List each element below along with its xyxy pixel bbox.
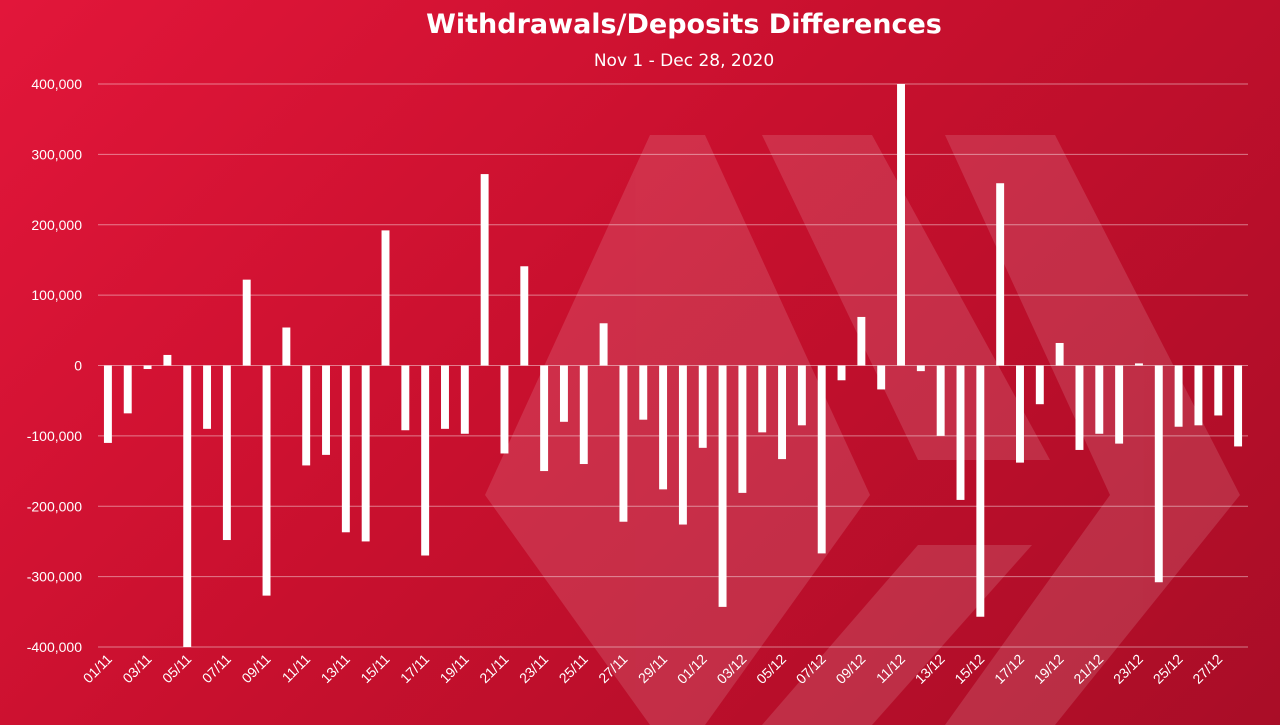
x-tick-label: 09/11 [238,651,274,687]
bar-26-11 [599,323,608,366]
x-tick-label: 21/11 [476,651,512,687]
x-tick-label: 05/12 [753,651,789,687]
bar-04-11 [163,354,172,366]
x-tick-label: 19/11 [437,651,473,687]
gridlines [98,83,1248,648]
bar-14-11 [361,365,370,542]
bar-24-12 [1154,365,1163,583]
bar-01-11 [103,365,112,443]
x-tick-label: 23/11 [516,651,552,687]
bar-11-12 [897,84,905,366]
bar-08-12 [837,365,846,381]
bar-25-11 [579,365,588,465]
x-tick-label: 11/11 [279,651,314,686]
bar-20-12 [1075,365,1084,450]
bar-02-11 [123,365,132,414]
bar-19-11 [460,365,469,434]
bar-07-11 [222,365,231,541]
bar-03-12 [738,365,747,493]
bar-24-11 [559,365,568,422]
y-tick-label: -100,000 [27,428,82,444]
bar-15-11 [381,230,390,366]
x-tick-label: 25/12 [1150,651,1186,687]
bar-23-11 [540,365,549,472]
bar-03-11 [143,365,152,370]
bar-25-12 [1174,365,1183,427]
bar-08-11 [242,279,251,366]
chart-subtitle: Nov 1 - Dec 28, 2020 [594,51,774,71]
bar-14-12 [956,365,965,500]
bars [103,84,1243,647]
watermark-logo [485,135,1240,725]
x-tick-label: 05/11 [159,651,195,687]
bar-27-11 [619,365,628,522]
bar-16-12 [996,183,1005,366]
bar-13-11 [341,365,350,533]
bar-28-11 [639,365,648,420]
bar-06-12 [797,365,806,426]
bar-04-12 [758,365,767,433]
bar-16-11 [401,365,410,431]
y-axis: 400,000 300,000 200,000 100,000 0 -100,000 -20… [27,76,82,655]
y-tick-label: -300,000 [27,569,82,585]
bar-09-12 [857,316,866,366]
bar-26-12 [1194,365,1203,426]
bar-06-11 [203,365,212,429]
y-tick-label: -200,000 [27,498,82,514]
x-tick-label: 15/11 [357,651,393,687]
bar-05-11 [183,365,192,647]
bar-22-11 [520,266,529,366]
bar-18-12 [1035,365,1044,405]
bar-27-12 [1214,365,1223,416]
bar-10-12 [877,365,886,390]
chart-title: Withdrawals/Deposits Differences [426,9,942,40]
x-tick-label: 25/11 [556,651,592,687]
bar-07-12 [817,365,826,554]
x-tick-label: 03/11 [119,651,155,687]
bar-23-12 [1134,363,1143,366]
bar-12-12 [916,365,925,372]
bar-28-12 [1234,365,1243,447]
y-tick-label: 0 [74,358,82,374]
bar-22-12 [1115,365,1124,444]
bar-10-11 [282,327,291,366]
y-tick-label: -400,000 [27,639,82,655]
x-tick-label: 23/12 [1110,651,1146,687]
x-tick-label: 27/12 [1189,651,1225,687]
bar-21-11 [500,365,509,454]
bar-20-11 [480,174,489,366]
bar-18-11 [441,365,449,429]
bar-01-12 [698,365,707,448]
bar-17-11 [421,365,430,556]
y-tick-label: 100,000 [31,287,82,303]
bar-19-12 [1055,342,1064,366]
bar-17-12 [1016,365,1024,463]
x-tick-label: 07/11 [199,651,235,687]
x-tick-label: 13/11 [318,651,354,687]
bar-09-11 [262,365,271,596]
y-tick-label: 200,000 [31,217,82,233]
bar-29-11 [659,365,668,490]
y-tick-label: 300,000 [31,146,82,162]
y-tick-label: 400,000 [31,76,82,92]
x-tick-label: 01/11 [80,651,116,687]
x-tick-label: 17/11 [397,651,433,687]
bar-21-12 [1095,365,1104,434]
bar-05-12 [778,365,787,460]
bar-15-12 [976,365,985,617]
bar-02-12 [718,365,727,607]
bar-13-12 [936,365,945,436]
bar-11-11 [302,365,311,466]
bar-30-11 [678,365,687,525]
bar-12-11 [322,365,330,455]
